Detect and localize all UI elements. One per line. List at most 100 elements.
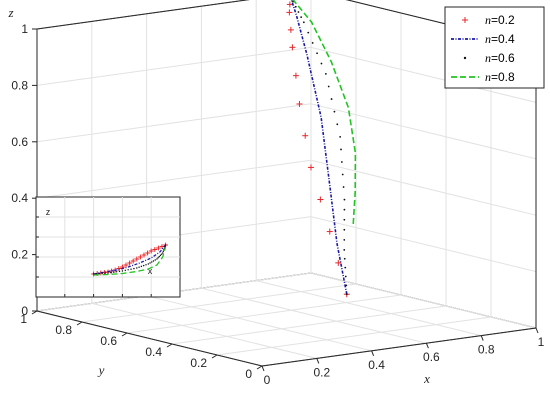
series-2-marker xyxy=(345,293,348,296)
inset-series-0-marker xyxy=(116,266,122,271)
y-tick-label: 0.2 xyxy=(190,356,207,370)
chart-legend: n=0.2n=0.4n=0.6n=0.8 xyxy=(444,6,545,89)
grid-line xyxy=(216,316,492,356)
series-1-line xyxy=(290,0,348,295)
series-2-marker xyxy=(343,228,346,231)
x-axis-line xyxy=(261,327,537,367)
inset-series-2-marker xyxy=(130,268,132,270)
series-0-marker xyxy=(287,26,294,33)
grid-line xyxy=(36,103,312,143)
series-2-marker xyxy=(297,11,300,13)
inset-series-0-marker xyxy=(141,252,147,258)
inset-series-2-marker xyxy=(145,264,147,266)
x-tick-mark xyxy=(425,343,429,349)
series-2-marker xyxy=(320,62,323,65)
series-0-marker xyxy=(307,164,314,171)
series-2-marker xyxy=(343,198,346,201)
z-tick-label: 0.4 xyxy=(11,191,28,205)
x-tick-label: 1 xyxy=(538,335,545,349)
series-2-marker xyxy=(330,98,333,100)
series-2-marker xyxy=(343,218,346,221)
chart-ticks: 00.20.40.60.8100.20.40.60.8100.20.40.60.… xyxy=(7,5,544,387)
grid-line xyxy=(91,302,317,359)
x-tick-label: 0.4 xyxy=(368,358,385,372)
inset-series-0-marker xyxy=(130,258,136,264)
x-tick-mark xyxy=(535,327,539,334)
series-2-marker xyxy=(341,173,344,176)
x-tick-mark xyxy=(316,358,320,364)
grid-line xyxy=(310,216,537,273)
inset-series-2-marker xyxy=(162,252,164,254)
legend-label-symbol: n xyxy=(485,51,491,65)
top-edge xyxy=(36,0,250,30)
inset-series-2-marker xyxy=(138,266,140,268)
series-0-marker xyxy=(286,9,293,16)
legend-label-symbol: n xyxy=(485,13,491,27)
inset-series-0-marker xyxy=(148,248,154,254)
x-tick-mark xyxy=(480,335,484,341)
inset-series-2-marker xyxy=(140,265,143,268)
series-2-marker xyxy=(294,5,297,8)
series-2-marker xyxy=(339,136,342,138)
inset-series-3-line xyxy=(93,246,167,276)
legend-item: n=0.2 xyxy=(462,13,515,27)
series-2-marker xyxy=(324,72,327,75)
inset-y-label: z xyxy=(46,207,51,217)
inset-series-2-marker xyxy=(142,264,145,267)
series-2-marker xyxy=(300,16,303,19)
series-2-marker xyxy=(340,148,342,151)
series-0-marker xyxy=(292,72,299,79)
inset-series-2-marker xyxy=(133,267,135,270)
series-2-marker xyxy=(343,238,346,241)
legend-label-symbol: n xyxy=(485,70,491,84)
legend-marker xyxy=(463,56,467,60)
legend-item: n=0.8 xyxy=(451,70,515,84)
inset-chart: zx xyxy=(35,196,181,298)
inset-series-0-marker xyxy=(138,254,143,260)
x-tick-mark xyxy=(371,350,375,356)
y-tick-mark xyxy=(166,343,173,348)
series-0-marker xyxy=(289,44,296,51)
series-0-marker xyxy=(335,259,342,266)
series-2-marker xyxy=(340,161,343,163)
inset-series-2-marker xyxy=(95,273,98,275)
grid-line xyxy=(310,46,537,103)
z-tick-label: 0.2 xyxy=(11,248,28,262)
series-2-marker xyxy=(342,186,345,188)
legend-label-value: =0.8 xyxy=(491,70,515,84)
chart-series xyxy=(286,0,357,298)
y-tick-mark xyxy=(256,365,263,370)
y-tick-mark xyxy=(211,354,218,359)
series-2-marker xyxy=(311,42,314,44)
inset-series-2-marker xyxy=(127,269,129,271)
inset-series-2-marker xyxy=(107,272,109,274)
series-2-marker xyxy=(343,249,346,251)
legend-label: n=0.2 xyxy=(485,13,515,27)
series-2-marker xyxy=(343,208,346,211)
series-2-marker xyxy=(345,284,348,287)
inset-series-2-marker xyxy=(157,257,159,259)
legend-item: n=0.4 xyxy=(451,32,515,46)
grid-line xyxy=(36,159,312,199)
series-0-marker xyxy=(317,196,324,203)
series-2-marker xyxy=(316,52,318,55)
series-0-marker xyxy=(296,101,303,107)
series-2-marker xyxy=(333,110,336,113)
series-2-marker xyxy=(344,266,347,269)
inset-series-2-marker xyxy=(147,263,150,265)
inset-series-2-marker xyxy=(149,262,151,264)
inset-series-2-marker xyxy=(118,270,121,273)
series-2-marker xyxy=(307,31,310,34)
legend-label: n=0.6 xyxy=(485,51,515,65)
series-2-marker xyxy=(336,123,339,126)
series-0-marker xyxy=(286,1,293,8)
legend-label-symbol: n xyxy=(485,32,491,46)
legend-item: n=0.6 xyxy=(463,51,515,65)
inset-series-2-marker xyxy=(158,255,160,258)
grid-line xyxy=(310,159,537,216)
y-tick-label: 1 xyxy=(20,312,27,326)
legend-box xyxy=(444,6,545,89)
grid-line xyxy=(171,305,447,345)
grid-line xyxy=(146,295,372,352)
